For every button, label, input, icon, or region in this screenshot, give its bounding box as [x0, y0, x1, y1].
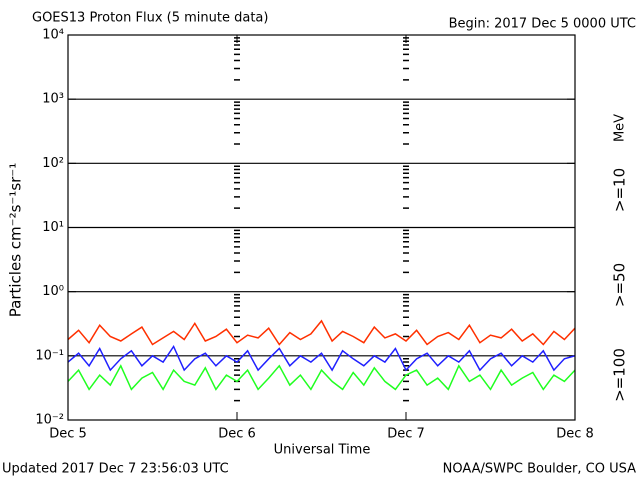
- plot-frame: [67, 34, 576, 421]
- y-axis-label: Particles cm⁻²s⁻¹sr⁻¹: [7, 163, 25, 317]
- legend-unit: MeV: [613, 114, 628, 142]
- x-tick-label: Dec 8: [556, 427, 594, 442]
- legend-entry: >=10: [611, 168, 629, 212]
- y-tick-label: 10⁰: [42, 284, 64, 299]
- y-tick-label: 10²: [42, 156, 64, 171]
- chart-title: GOES13 Proton Flux (5 minute data): [32, 11, 268, 26]
- x-tick-label: Dec 6: [218, 427, 256, 442]
- y-tick-label: 10³: [42, 92, 64, 107]
- y-tick-label: 10⁴: [42, 28, 64, 43]
- footer-right: NOAA/SWPC Boulder, CO USA: [443, 462, 636, 477]
- y-tick-label: 10⁻²: [35, 413, 64, 428]
- x-minor-ticks: [403, 37, 409, 402]
- y-tick-label: 10¹: [42, 220, 64, 235]
- chart-subtitle: Begin: 2017 Dec 5 0000 UTC: [449, 17, 636, 32]
- legend-entry: >=50: [611, 263, 629, 307]
- y-tick-label: 10⁻¹: [35, 348, 64, 363]
- x-tick-label: Dec 5: [49, 427, 87, 442]
- x-tick-label: Dec 7: [387, 427, 425, 442]
- series-line: [67, 319, 576, 346]
- x-axis-label: Universal Time: [274, 443, 371, 458]
- series-line: [67, 364, 576, 391]
- footer-left: Updated 2017 Dec 7 23:56:03 UTC: [2, 462, 229, 477]
- series-line: [67, 344, 576, 372]
- x-minor-ticks: [234, 37, 240, 402]
- legend-entry: >=100: [611, 348, 629, 402]
